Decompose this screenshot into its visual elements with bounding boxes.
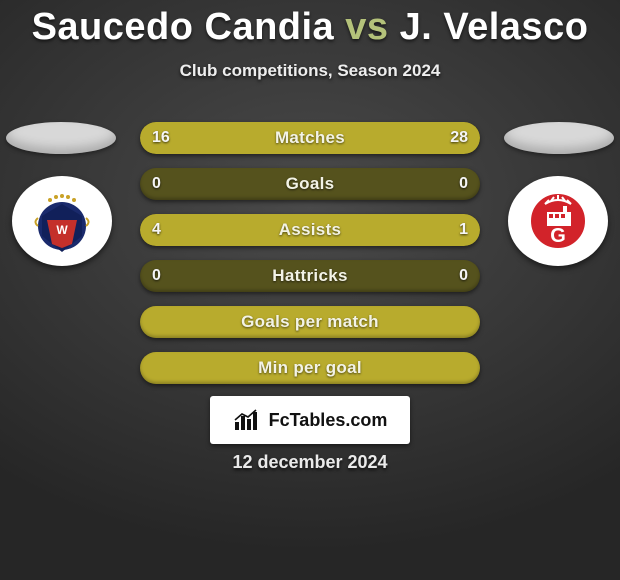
vs-word: vs xyxy=(345,6,388,48)
left-club-crest: W xyxy=(12,176,112,266)
stat-row-min-per-goal: Min per goal xyxy=(140,352,480,384)
player1-name: Saucedo Candia xyxy=(32,6,335,48)
stat-label: Goals per match xyxy=(140,306,480,338)
stat-value-left: 4 xyxy=(152,214,161,246)
stat-value-right: 0 xyxy=(459,260,468,292)
player2-name: J. Velasco xyxy=(400,6,589,48)
wilstermann-crest-icon: W xyxy=(27,186,97,256)
stat-row-goals: Goals0 0 xyxy=(140,168,480,200)
subtitle: Club competitions, Season 2024 xyxy=(0,61,620,81)
stat-bars: Matches1628Goals00Assists41Hattricks00Go… xyxy=(140,122,480,398)
bar-chart-icon xyxy=(233,408,263,432)
svg-text:G: G xyxy=(550,225,566,247)
guabira-crest-icon: G xyxy=(523,186,593,256)
svg-text:W: W xyxy=(56,223,68,237)
stat-value-right: 28 xyxy=(450,122,468,154)
stat-row-hattricks: Hattricks0 0 xyxy=(140,260,480,292)
date-text: 12 december 2024 xyxy=(0,452,620,473)
comparison-infographic: Saucedo Candia vs J. Velasco Club compet… xyxy=(0,0,620,580)
stat-label: Goals xyxy=(140,168,480,200)
stat-label: Assists xyxy=(140,214,480,246)
stat-label: Min per goal xyxy=(140,352,480,384)
branding-text: FcTables.com xyxy=(269,410,388,431)
stat-label: Matches xyxy=(140,122,480,154)
page-title: Saucedo Candia vs J. Velasco xyxy=(0,0,620,49)
stat-row-assists: Assists4 1 xyxy=(140,214,480,246)
branding-badge: FcTables.com xyxy=(210,396,410,444)
stat-value-right: 1 xyxy=(459,214,468,246)
right-photo-oval xyxy=(504,122,614,154)
right-club-crest: G xyxy=(508,176,608,266)
stat-value-left: 0 xyxy=(152,168,161,200)
stat-row-goals-per-match: Goals per match xyxy=(140,306,480,338)
stat-value-left: 16 xyxy=(152,122,170,154)
left-photo-oval xyxy=(6,122,116,154)
stat-row-matches: Matches16 28 xyxy=(140,122,480,154)
stat-value-left: 0 xyxy=(152,260,161,292)
stat-value-right: 0 xyxy=(459,168,468,200)
stat-label: Hattricks xyxy=(140,260,480,292)
